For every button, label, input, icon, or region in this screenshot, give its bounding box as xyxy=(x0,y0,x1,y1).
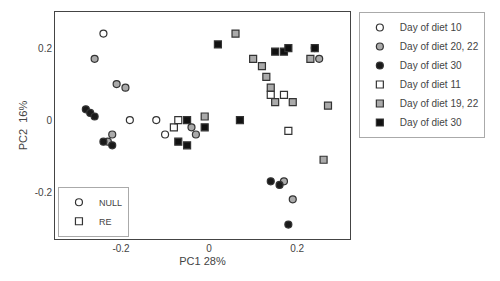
svg-text:Day of diet 19, 22: Day of diet 19, 22 xyxy=(400,98,479,109)
svg-text:0.2: 0.2 xyxy=(290,243,304,254)
svg-text:0: 0 xyxy=(46,115,52,126)
svg-text:-0.2: -0.2 xyxy=(112,243,130,254)
svg-text:Day of diet 20, 22: Day of diet 20, 22 xyxy=(400,41,479,52)
svg-text:Day of diet 30: Day of diet 30 xyxy=(400,60,462,71)
svg-text:Day of diet 11: Day of diet 11 xyxy=(400,79,461,90)
svg-text:RE: RE xyxy=(99,217,112,227)
svg-text:-0.2: -0.2 xyxy=(35,187,53,198)
svg-text:NULL: NULL xyxy=(99,198,122,208)
svg-text:0.2: 0.2 xyxy=(38,43,52,54)
svg-text:PC1 28%: PC1 28% xyxy=(179,255,226,267)
svg-text:PC2 16%: PC2 16% xyxy=(17,101,29,151)
svg-text:Day of diet 30: Day of diet 30 xyxy=(400,117,462,128)
svg-text:0: 0 xyxy=(206,243,212,254)
svg-text:Day of diet 10: Day of diet 10 xyxy=(400,22,462,33)
